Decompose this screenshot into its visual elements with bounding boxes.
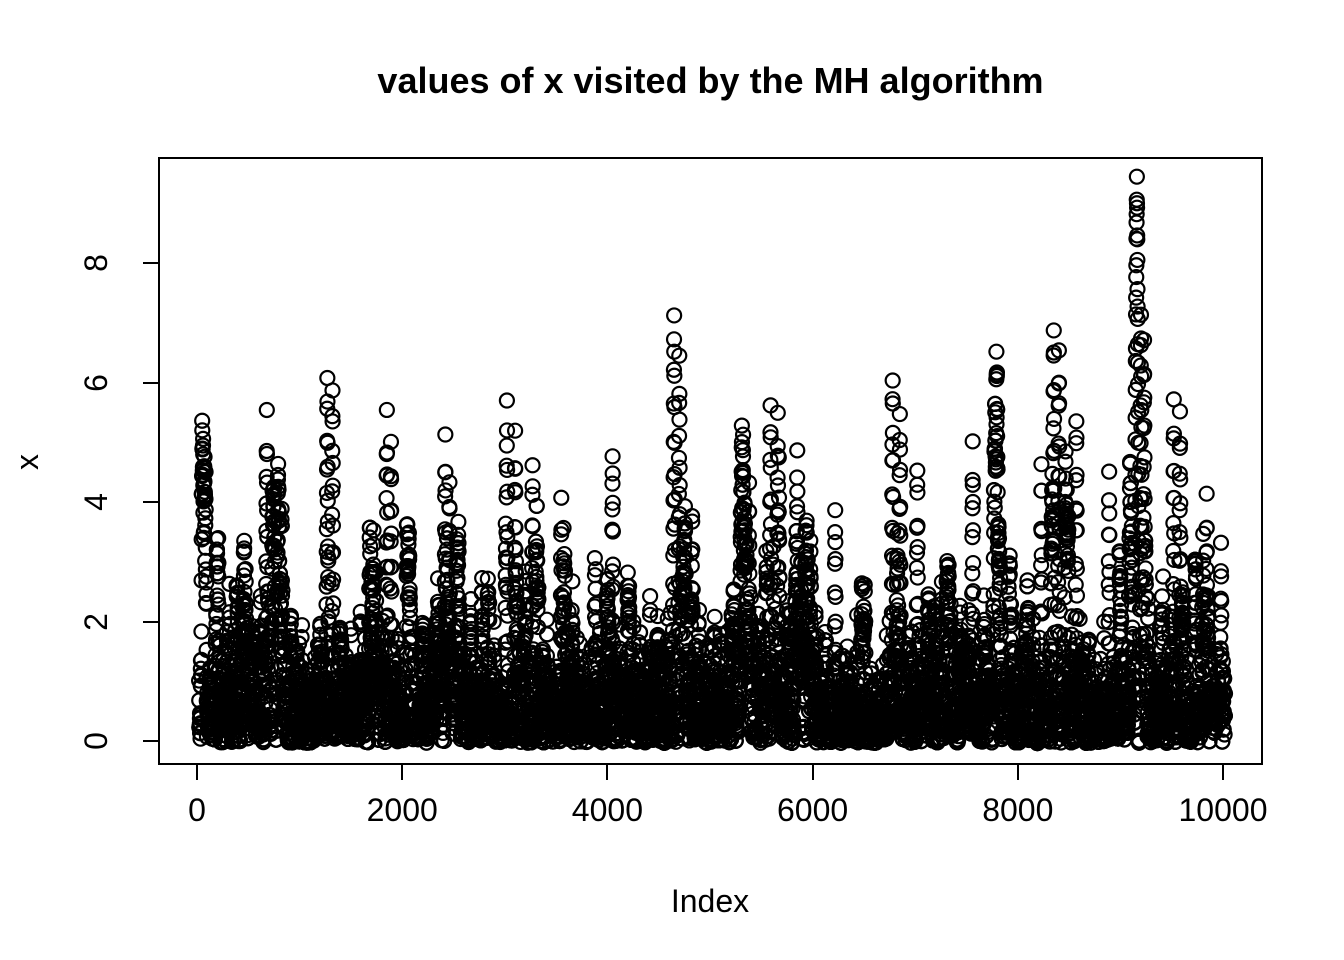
chart-title: values of x visited by the MH algorithm [377,60,1044,101]
plot-area [158,157,1265,767]
y-tick-label: 6 [78,373,114,392]
x-tick-mark [196,765,198,780]
x-tick-mark [1222,765,1224,780]
x-tick-label: 4000 [571,792,643,828]
scatter-points-canvas [160,159,1265,767]
x-tick-label: 2000 [366,792,438,828]
y-tick-mark [143,501,158,503]
y-tick-label: 8 [78,254,114,272]
x-tick-label: 6000 [777,792,849,828]
y-axis-label: x [9,454,45,470]
x-tick-mark [1016,765,1019,780]
y-tick-label: 2 [78,612,114,631]
x-tick-label: 10000 [1178,792,1268,828]
y-tick-label: 4 [78,493,114,511]
x-tick-mark [811,765,814,780]
y-tick-mark [143,262,158,264]
x-tick-mark [606,765,609,780]
y-tick-label: 0 [78,732,114,750]
y-tick-mark [143,620,158,623]
y-tick-mark [143,740,158,742]
x-tick-label: 8000 [982,792,1054,828]
x-axis-label: Index [670,883,750,919]
x-tick-mark [401,765,404,780]
y-tick-mark [143,381,158,384]
x-tick-label: 0 [188,792,206,828]
